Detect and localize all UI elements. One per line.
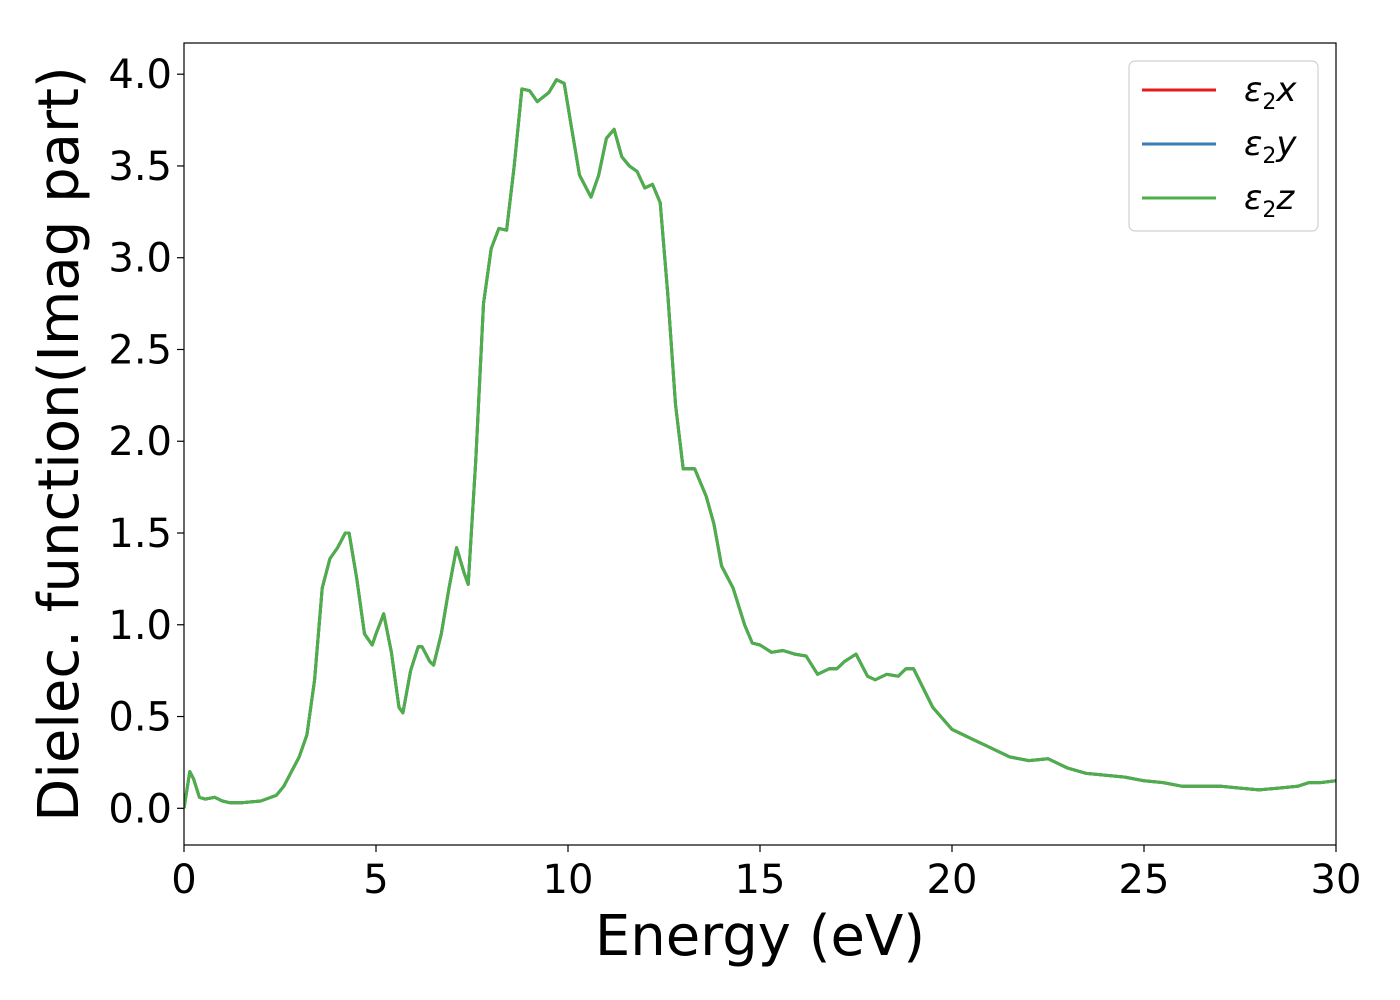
y-tick-label: 2.5 (108, 327, 172, 373)
y-tick-label: 4.0 (108, 52, 172, 98)
series-layer (184, 78, 1336, 809)
y-axis-label: Dielec. function(Imag part) (27, 66, 92, 822)
x-tick-label: 0 (171, 857, 196, 903)
legend-label-2: ε2y (1244, 124, 1297, 169)
y-tick-label: 1.5 (108, 511, 172, 557)
x-tick-label: 30 (1311, 857, 1362, 903)
y-tick-label: 0.0 (108, 786, 172, 832)
legend-label-1: ε2x (1244, 70, 1297, 115)
y-axis: 0.0 0.5 1.0 1.5 2.0 2.5 3.0 3.5 4.0 (108, 52, 184, 832)
y-tick-label: 3.5 (108, 144, 172, 190)
y-tick-label: 2.0 (108, 419, 172, 465)
y-tick-label: 1.0 (108, 603, 172, 649)
x-axis: 0 5 10 15 20 25 30 (171, 845, 1361, 903)
x-tick-label: 10 (543, 857, 594, 903)
y-tick-label: 0.5 (108, 695, 172, 741)
legend-label-3: ε2z (1244, 178, 1295, 223)
x-tick-label: 5 (363, 857, 388, 903)
legend-box (1128, 60, 1319, 232)
legend: ε2x ε2y ε2z (1128, 60, 1319, 232)
series-line-3 (184, 78, 1336, 809)
x-tick-label: 25 (1119, 857, 1170, 903)
x-tick-label: 15 (735, 857, 786, 903)
y-tick-label: 3.0 (108, 236, 172, 282)
x-tick-label: 20 (927, 857, 978, 903)
x-axis-label: Energy (eV) (595, 904, 925, 969)
